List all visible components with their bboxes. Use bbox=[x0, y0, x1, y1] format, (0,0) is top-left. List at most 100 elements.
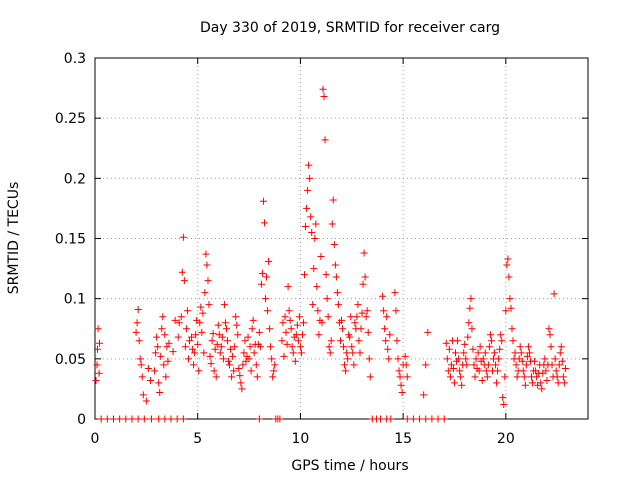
data-point bbox=[276, 415, 284, 423]
data-point bbox=[449, 364, 457, 372]
data-point bbox=[326, 349, 334, 357]
data-point bbox=[512, 361, 520, 369]
data-point bbox=[524, 343, 532, 351]
data-point bbox=[537, 379, 545, 387]
data-point bbox=[498, 337, 506, 345]
data-point bbox=[336, 337, 344, 345]
data-point bbox=[230, 367, 238, 375]
data-point bbox=[469, 345, 477, 353]
data-point bbox=[200, 349, 208, 357]
data-point bbox=[190, 361, 198, 369]
data-point bbox=[278, 337, 286, 345]
data-point bbox=[244, 333, 252, 341]
data-point bbox=[486, 331, 494, 339]
data-point bbox=[103, 415, 111, 423]
data-point bbox=[364, 328, 372, 336]
data-point bbox=[295, 313, 303, 321]
data-point bbox=[201, 289, 209, 297]
data-point bbox=[154, 343, 162, 351]
data-point bbox=[557, 343, 565, 351]
data-point bbox=[256, 343, 264, 351]
data-point bbox=[156, 389, 164, 397]
data-point bbox=[291, 357, 299, 365]
data-point bbox=[330, 241, 338, 249]
data-point bbox=[393, 337, 401, 345]
data-point bbox=[109, 415, 117, 423]
data-point bbox=[206, 352, 214, 360]
data-point bbox=[255, 415, 263, 423]
data-point bbox=[167, 415, 175, 423]
data-point bbox=[218, 333, 226, 341]
data-point bbox=[517, 349, 525, 357]
grid-lines bbox=[95, 58, 588, 419]
data-point bbox=[249, 316, 257, 324]
data-point bbox=[365, 355, 373, 363]
data-point bbox=[265, 257, 273, 265]
data-point bbox=[340, 343, 348, 351]
data-point bbox=[394, 355, 402, 363]
data-point bbox=[355, 337, 363, 345]
data-point bbox=[180, 277, 188, 285]
data-point bbox=[328, 220, 336, 228]
data-point bbox=[178, 268, 186, 276]
data-point bbox=[396, 373, 404, 381]
data-point bbox=[440, 415, 448, 423]
data-point bbox=[253, 373, 261, 381]
data-point bbox=[128, 415, 136, 423]
data-point bbox=[161, 331, 169, 339]
data-point bbox=[422, 361, 430, 369]
data-point bbox=[380, 307, 388, 315]
data-point bbox=[502, 307, 510, 315]
data-point bbox=[153, 333, 161, 341]
data-point bbox=[509, 337, 517, 345]
data-point bbox=[233, 321, 241, 329]
data-point bbox=[192, 331, 200, 339]
data-point bbox=[311, 235, 319, 242]
data-point bbox=[395, 367, 403, 375]
data-point bbox=[362, 313, 370, 321]
data-point bbox=[460, 349, 468, 357]
data-point bbox=[483, 373, 491, 381]
data-point bbox=[462, 355, 470, 363]
data-point bbox=[220, 301, 228, 309]
data-point bbox=[479, 355, 487, 363]
data-point bbox=[171, 316, 179, 324]
data-point bbox=[349, 349, 357, 357]
data-point bbox=[560, 379, 568, 387]
data-point bbox=[175, 319, 183, 327]
data-point bbox=[443, 355, 451, 363]
y-tick-label: 0.15 bbox=[55, 232, 86, 248]
data-point bbox=[445, 345, 453, 353]
data-point bbox=[482, 367, 490, 375]
data-point bbox=[555, 361, 563, 369]
data-point bbox=[158, 325, 166, 333]
data-point bbox=[179, 233, 187, 241]
y-tick-label: 0.05 bbox=[55, 352, 86, 368]
data-point bbox=[552, 367, 560, 375]
data-point bbox=[387, 415, 395, 423]
data-point bbox=[299, 319, 307, 327]
data-point bbox=[297, 349, 305, 357]
data-point bbox=[385, 355, 393, 363]
data-point bbox=[325, 343, 333, 351]
data-point bbox=[177, 313, 185, 321]
data-point bbox=[465, 319, 473, 327]
data-point bbox=[260, 219, 268, 227]
data-point bbox=[159, 313, 167, 321]
data-point bbox=[198, 328, 206, 336]
data-point bbox=[463, 361, 471, 369]
data-point bbox=[519, 367, 527, 375]
data-point bbox=[289, 349, 297, 357]
y-tick-label: 0 bbox=[77, 412, 86, 428]
data-point bbox=[484, 361, 492, 369]
y-tick-label: 0.1 bbox=[64, 292, 86, 308]
data-point bbox=[219, 355, 227, 363]
data-point bbox=[138, 373, 146, 381]
data-point bbox=[234, 331, 242, 339]
x-tick-label: 10 bbox=[292, 431, 310, 447]
data-point bbox=[188, 333, 196, 341]
data-point bbox=[207, 360, 215, 368]
data-point bbox=[245, 355, 253, 363]
data-point bbox=[454, 337, 462, 345]
data-point bbox=[409, 415, 417, 423]
